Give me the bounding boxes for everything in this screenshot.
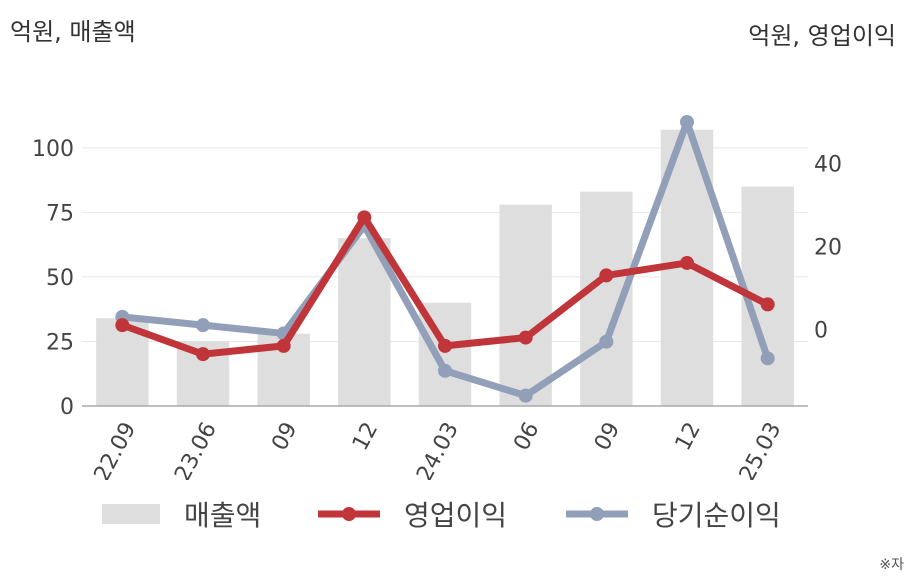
legend-label-net-income: 당기순이익 <box>652 499 781 532</box>
legend-item-revenue: 매출액 <box>102 486 261 542</box>
x-axis-tick-label: 09 <box>590 418 625 454</box>
legend-label-revenue: 매출액 <box>184 499 262 532</box>
right-axis-tick-label: 20 <box>814 235 842 260</box>
point-operating-profit <box>196 347 210 362</box>
left-axis-tick-label: 75 <box>46 201 74 226</box>
legend-label-operating-profit: 영업이익 <box>404 499 508 532</box>
x-axis-tick-label: 06 <box>509 418 544 454</box>
point-net-income <box>438 363 452 378</box>
x-axis-tick-label: 12 <box>671 418 706 454</box>
point-net-income <box>680 115 694 129</box>
x-axis-tick-label: 25.03 <box>735 418 787 480</box>
bar-revenue <box>338 238 391 406</box>
legend-item-net-income: 당기순이익 <box>566 486 781 542</box>
point-operating-profit <box>357 210 372 225</box>
combo-chart: 0 25 50 75 100 0 20 40 22.09 23.06 09 12 24.03 06 09 12… <box>32 115 842 480</box>
left-axis-tick-label: 50 <box>46 266 74 291</box>
point-net-income <box>599 334 614 349</box>
legend-item-operating-profit: 영업이익 <box>318 486 507 542</box>
point-net-income <box>196 318 210 333</box>
right-axis-tick-label: 0 <box>814 318 828 343</box>
x-axis-tick-label: 22.09 <box>90 418 142 480</box>
point-net-income <box>518 388 533 403</box>
point-operating-profit <box>680 255 694 270</box>
left-axis-unit: 억원, 매출액 <box>10 18 136 46</box>
point-operating-profit <box>276 338 291 353</box>
left-axis-tick-label: 100 <box>32 137 74 162</box>
footnote: ※자 <box>879 557 904 573</box>
point-operating-profit <box>115 318 130 333</box>
x-axis-tick-label: 24.03 <box>412 418 464 480</box>
point-net-income <box>760 351 775 366</box>
x-axis-tick-label: 23.06 <box>170 418 222 480</box>
right-axis-tick-label: 40 <box>814 152 842 177</box>
legend-swatch-line-red <box>318 507 380 521</box>
x-axis-tick-label: 12 <box>348 418 383 454</box>
left-axis-tick-label: 0 <box>60 395 74 420</box>
left-axis-tick-label: 25 <box>46 330 74 355</box>
bar-revenue <box>499 204 552 406</box>
legend: 매출액 영업이익 당기순이익 <box>0 486 908 542</box>
point-operating-profit <box>518 330 533 345</box>
legend-swatch-bar <box>102 504 160 524</box>
point-operating-profit <box>760 297 775 312</box>
legend-swatch-line-blue <box>566 507 628 521</box>
x-axis-tick-label: 09 <box>267 418 302 454</box>
point-operating-profit <box>438 338 452 353</box>
point-operating-profit <box>599 268 614 283</box>
right-axis-unit: 억원, 영업이익 <box>748 22 896 50</box>
